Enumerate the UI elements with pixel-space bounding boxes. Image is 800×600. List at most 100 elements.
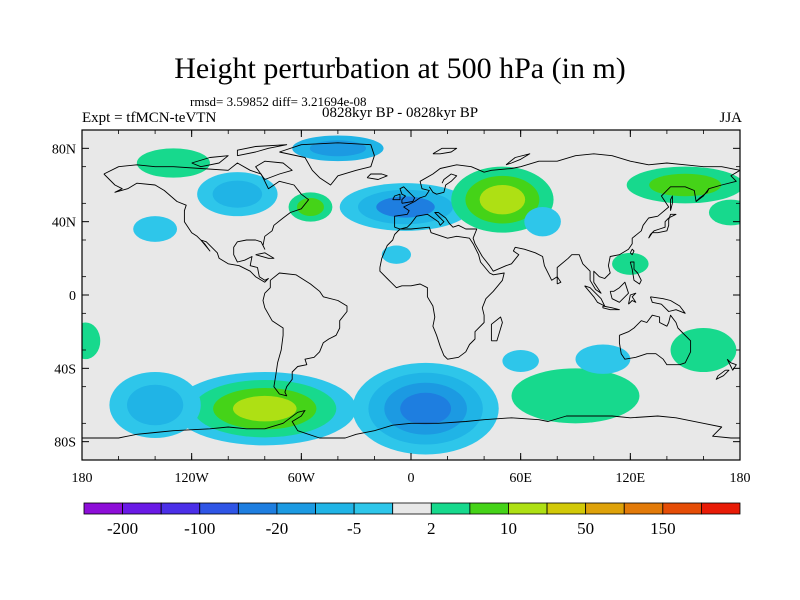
coastline-svalbard: [432, 147, 458, 155]
coastline-madagascar: [490, 316, 503, 342]
x-tick-label: 180: [72, 471, 93, 486]
coastline-new-zealand-south: [715, 369, 730, 380]
x-tick-label: 60E: [509, 471, 532, 486]
coastline-philippines: [629, 261, 642, 285]
colorbar: -200 -100 -20 -5 2 10 50 150: [83, 502, 741, 538]
contour-level: [212, 180, 263, 208]
anomaly-south-pacific-high: [173, 372, 357, 446]
colorbar-box: [353, 502, 394, 515]
x-tick-label: 60W: [288, 471, 316, 486]
colorbar-label: -100: [184, 519, 215, 538]
colorbar-label: 2: [427, 519, 436, 538]
colorbar-box: [430, 502, 471, 515]
anomaly-canada-low: [197, 172, 278, 217]
colorbar-box: [122, 502, 162, 515]
colorbar-label: -5: [347, 519, 361, 538]
x-tick-label: 0: [408, 471, 415, 486]
contour-level: [511, 368, 640, 424]
coastlines: [82, 142, 740, 439]
coastline-new-guinea: [649, 296, 686, 314]
coastline-japan: [648, 213, 677, 239]
coastline-taiwan: [629, 248, 635, 256]
coastline-eurasia: [394, 153, 740, 294]
anomaly-mediterranean-low: [381, 245, 411, 264]
colorbar-box: [160, 502, 201, 515]
anomaly-eurasia-high: [451, 166, 554, 233]
coastline-novaya-zemlya: [505, 153, 531, 166]
coastline-australia: [618, 314, 692, 366]
colorbar-box: [276, 502, 316, 515]
coastline-greenland: [279, 142, 375, 186]
coastline-arctic-archipelago-2: [236, 144, 288, 157]
y-tick-label: 80S: [54, 436, 76, 451]
contour-level: [708, 199, 740, 226]
colorbar-box: [199, 502, 239, 515]
contour-level: [479, 185, 526, 215]
period-label: 0828kyr BP - 0828kyr BP: [321, 105, 479, 121]
anomaly-central-asia-low: [524, 207, 561, 237]
colorbar-label: 150: [650, 519, 676, 538]
coastline-java: [602, 305, 620, 311]
plot-title: Height perturbation at 500 hPa (in m): [174, 52, 626, 85]
colorbar-label: 50: [577, 519, 594, 538]
colorbar-box: [469, 502, 509, 515]
colorbar-box: [701, 502, 741, 515]
contour-level: [649, 173, 722, 197]
x-tick-label: 120E: [616, 471, 646, 486]
coastline-africa: [379, 226, 505, 360]
contour-level: [502, 350, 539, 372]
anomaly-south-atlantic-low: [352, 362, 499, 455]
colorbar-box: [315, 502, 355, 515]
season-label: JJA: [719, 110, 742, 126]
coastline-great-britain: [399, 186, 416, 204]
coastline-baffin-island: [255, 160, 293, 180]
y-tick-label: 80N: [52, 142, 76, 157]
x-tick-label: 180: [730, 471, 751, 486]
contour-level: [309, 140, 367, 157]
rmsd-diff-stats: rmsd= 3.59852 diff= 3.21694e-08: [190, 94, 367, 109]
coastline-cuba: [255, 252, 275, 259]
anomaly-indian-ocean-high: [511, 368, 640, 424]
x-axis-ticks: 180 120W 60W 0 60E 120E 180: [72, 130, 751, 486]
colorbar-label: -200: [107, 519, 138, 538]
y-axis-ticks: 80N 40N 0 40S 80S: [52, 129, 740, 461]
coastline-scandinavia-gulf: [428, 173, 458, 195]
coastline-south-america: [262, 272, 348, 397]
anomaly-contours: [82, 135, 740, 455]
contour-level: [133, 216, 178, 242]
anomaly-western-us-high: [136, 148, 210, 178]
coastline-new-zealand-north: [726, 358, 737, 371]
colorbar-box: [237, 502, 278, 515]
anomaly-north-pacific-high-east: [626, 166, 740, 204]
colorbar-box: [623, 502, 664, 515]
colorbar-box: [83, 502, 123, 515]
contour-level: [575, 344, 631, 374]
contour-level: [232, 395, 297, 422]
contour-level: [524, 207, 561, 237]
contour-level: [82, 322, 101, 360]
colorbar-label: -20: [266, 519, 289, 538]
y-tick-label: 0: [69, 289, 76, 304]
coastline-antarctica: [82, 410, 740, 439]
coastline-borneo: [609, 281, 629, 303]
y-tick-label: 40S: [54, 362, 76, 377]
colorbar-box: [585, 502, 625, 515]
x-tick-label: 120W: [175, 471, 210, 486]
y-tick-label: 40N: [52, 216, 76, 231]
coastline-arctic-archipelago-1: [191, 155, 229, 168]
anomaly-south-indian-low: [502, 350, 539, 372]
anomaly-greenland-low: [292, 135, 384, 162]
contour-level: [126, 384, 184, 426]
contour-level: [400, 392, 452, 425]
colorbar-label: 10: [500, 519, 517, 538]
experiment-label: Expt = tfMCN-teVTN: [82, 110, 217, 126]
anomaly-australia-low: [575, 344, 631, 374]
anomaly-south-pacific-low: [109, 372, 201, 438]
coastline-sri-lanka: [556, 276, 562, 285]
anomaly-north-atlantic-low: [339, 183, 472, 231]
contour-level: [381, 245, 411, 264]
contour-level: [136, 148, 210, 178]
coastline-kamchatka-west: [695, 188, 710, 202]
